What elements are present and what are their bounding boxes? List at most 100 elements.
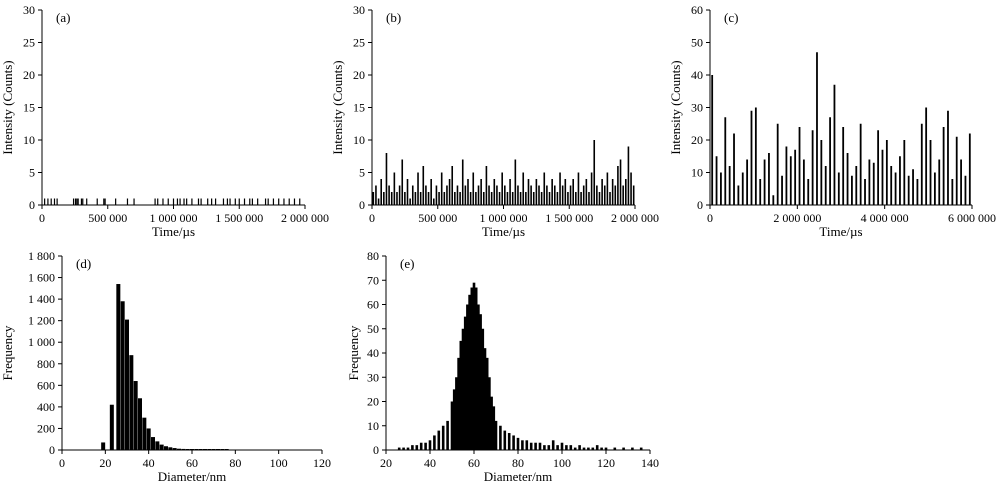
x-tick-label: 500 000 xyxy=(88,211,127,225)
bar xyxy=(133,198,135,205)
bar xyxy=(964,175,967,205)
bar xyxy=(611,179,614,205)
bar xyxy=(207,198,209,205)
bar xyxy=(457,357,460,450)
bar xyxy=(501,172,503,205)
bar xyxy=(383,192,385,205)
bar xyxy=(472,172,475,205)
y-tick-label: 1 800 xyxy=(28,249,55,263)
y-tick-label: 15 xyxy=(23,101,35,115)
bar xyxy=(578,445,581,450)
y-axis-label: Frequency xyxy=(0,325,15,380)
bar xyxy=(820,140,823,205)
bar xyxy=(375,185,377,205)
bar xyxy=(155,441,160,450)
bar xyxy=(534,442,537,450)
y-tick-label: 25 xyxy=(353,36,365,50)
x-tick-label: 0 xyxy=(707,211,713,225)
bar xyxy=(393,172,396,205)
bar xyxy=(463,316,467,450)
x-axis-label: Time/µs xyxy=(482,224,525,239)
bar xyxy=(446,420,449,450)
y-tick-label: 30 xyxy=(367,370,379,384)
bar xyxy=(448,179,451,205)
y-axis-label: Intensity (Counts) xyxy=(0,60,15,154)
bar xyxy=(582,185,585,205)
bar xyxy=(776,123,779,205)
bar xyxy=(401,159,404,205)
bar xyxy=(469,192,472,205)
x-tick-label: 1 000 000 xyxy=(480,211,528,225)
bar xyxy=(593,140,596,205)
bar xyxy=(577,172,580,205)
bar xyxy=(76,198,78,205)
bar xyxy=(454,192,456,205)
bar xyxy=(759,179,762,205)
bar xyxy=(925,107,928,205)
bar xyxy=(427,192,430,205)
y-tick-label: 1 000 xyxy=(28,335,55,349)
bar xyxy=(551,179,553,205)
bar xyxy=(519,192,522,205)
bar xyxy=(511,192,514,205)
bar xyxy=(481,328,485,450)
y-tick-label: 600 xyxy=(37,378,55,392)
bar xyxy=(472,282,476,450)
bar xyxy=(622,447,625,450)
bar xyxy=(154,198,156,205)
bar xyxy=(406,447,410,450)
bar xyxy=(603,185,606,205)
bar xyxy=(631,447,634,450)
bar xyxy=(488,185,490,205)
bar xyxy=(452,389,456,450)
bar xyxy=(885,140,888,205)
bar xyxy=(385,153,388,205)
bar xyxy=(116,284,121,450)
bar xyxy=(77,198,79,205)
y-tick-label: 30 xyxy=(23,3,35,17)
bar xyxy=(488,377,491,450)
x-tick-label: 2 000 000 xyxy=(611,211,659,225)
bar xyxy=(183,198,185,205)
bar xyxy=(864,179,866,205)
y-axis-label: Intensity (Counts) xyxy=(330,60,345,154)
x-tick-label: 4 000 000 xyxy=(861,211,909,225)
y-tick-label: 5 xyxy=(359,166,365,180)
bar xyxy=(461,159,464,205)
bar xyxy=(846,153,849,205)
panel-label: (c) xyxy=(724,10,738,25)
bar xyxy=(720,172,722,205)
y-tick-label: 20 xyxy=(353,68,365,82)
bar xyxy=(601,179,603,205)
bar xyxy=(492,406,496,450)
bar xyxy=(470,287,474,450)
bar xyxy=(881,149,884,205)
panel-label: (b) xyxy=(386,10,401,25)
bar xyxy=(485,357,489,450)
bar xyxy=(580,192,582,205)
bar xyxy=(960,159,962,205)
bar xyxy=(479,314,482,450)
y-axis-label: Intensity (Counts) xyxy=(668,60,683,154)
bar xyxy=(482,192,485,205)
bar xyxy=(459,340,463,450)
bar xyxy=(606,172,609,205)
bar xyxy=(567,192,569,205)
bar xyxy=(126,198,129,205)
bar xyxy=(441,425,445,450)
bar xyxy=(899,156,901,205)
bar xyxy=(514,159,517,205)
bar xyxy=(74,198,77,205)
bar xyxy=(916,179,919,205)
bar xyxy=(474,287,478,450)
bar xyxy=(480,179,482,205)
bar xyxy=(503,430,507,450)
bar xyxy=(467,179,469,205)
x-tick-label: 80 xyxy=(512,456,524,470)
bar xyxy=(794,149,797,205)
y-tick-label: 1 200 xyxy=(28,314,55,328)
bar xyxy=(477,304,480,450)
bar xyxy=(754,107,757,205)
bar xyxy=(159,444,164,450)
bar xyxy=(630,172,632,205)
